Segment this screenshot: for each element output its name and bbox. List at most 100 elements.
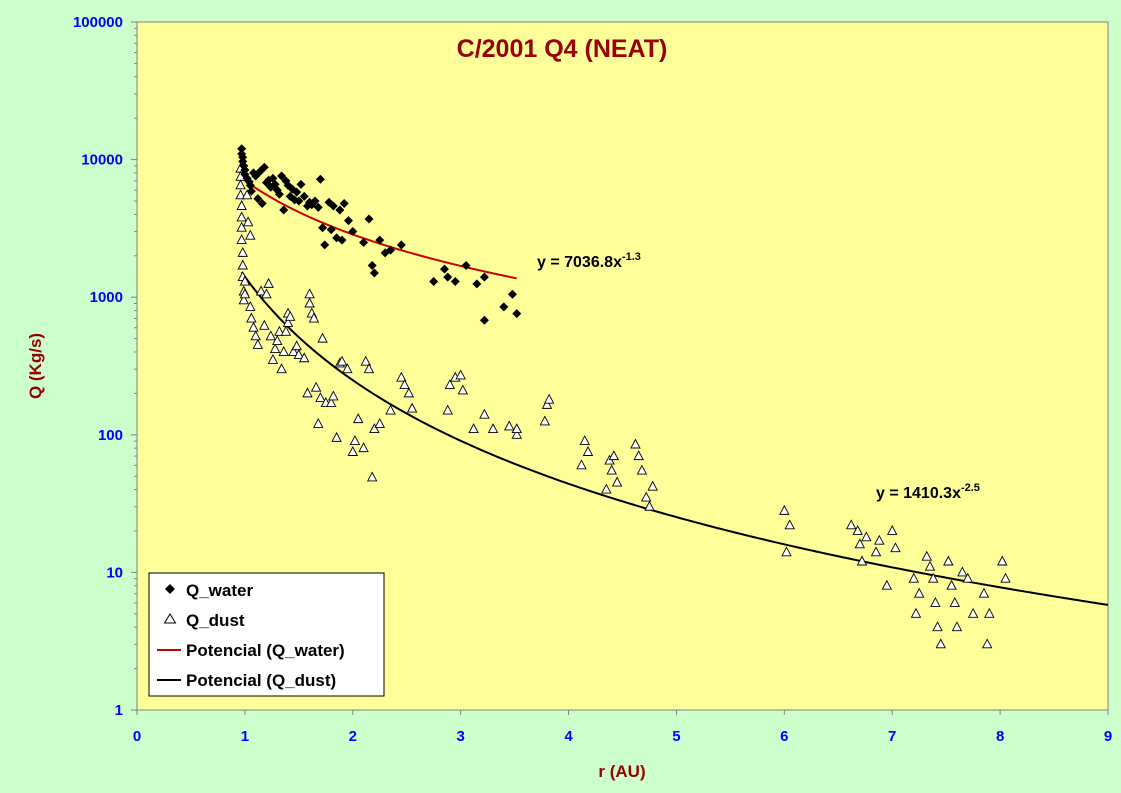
dust-point (317, 332, 328, 343)
water-point (315, 174, 325, 184)
water-fit-equation: y = 7036.8x-1.3 (537, 251, 641, 271)
dust-point (399, 379, 410, 389)
dust-point (298, 352, 310, 363)
dust-point (582, 446, 594, 456)
x-tick-label: 1 (241, 728, 249, 745)
dust-point (261, 288, 272, 299)
dust-point (978, 587, 990, 598)
dust-point (265, 330, 277, 341)
dust-point (369, 423, 380, 434)
water-point (364, 214, 374, 224)
dust-point (962, 572, 973, 583)
x-tick-label: 8 (996, 728, 1004, 745)
water-point (359, 237, 369, 247)
dust-point (252, 338, 264, 349)
water-point (320, 240, 330, 250)
dust-point (269, 343, 281, 353)
water-point (253, 194, 263, 204)
dust-point (396, 371, 407, 382)
dust-point (854, 538, 866, 549)
water-point (375, 235, 385, 245)
dust-point (487, 423, 499, 434)
dust-point (946, 579, 957, 590)
water-series (237, 144, 522, 325)
dust-point (852, 525, 863, 535)
dust-point (870, 546, 882, 557)
x-tick-label: 2 (349, 728, 357, 745)
water-point (472, 279, 482, 289)
water-point (369, 268, 379, 278)
dust-point (366, 471, 378, 482)
dust-point (325, 397, 337, 408)
dust-point (981, 638, 993, 649)
dust-point (927, 572, 939, 583)
water-point (386, 245, 396, 255)
dust-point (579, 435, 590, 446)
water-point (461, 260, 471, 270)
water-point (335, 205, 345, 215)
dust-point (845, 519, 857, 530)
water-point (296, 179, 306, 189)
dust-point (997, 555, 1008, 566)
water-point (294, 196, 304, 206)
dust-point (921, 550, 932, 561)
water-point (299, 191, 309, 201)
x-tick-label: 9 (1104, 728, 1112, 745)
dust-point (236, 234, 247, 245)
x-tick-label: 0 (133, 728, 141, 745)
water-point (279, 205, 289, 215)
dust-point (784, 519, 795, 530)
dust-point (640, 491, 652, 502)
dust-point (611, 476, 623, 487)
dust-point (293, 349, 305, 359)
dust-point (908, 572, 920, 583)
dust-point (246, 312, 257, 323)
dust-point (608, 450, 620, 461)
dust-point (647, 480, 658, 491)
water-fit-equation-exponent: -1.3 (622, 251, 641, 263)
dust-series (235, 162, 1011, 649)
dust-point (238, 294, 250, 305)
dust-point (241, 189, 253, 200)
legend: Q_water Q_dust Potencial (Q_water) Poten… (148, 572, 385, 697)
x-tick-label: 4 (564, 728, 573, 745)
dust-point (349, 435, 361, 446)
dust-point (541, 398, 553, 409)
legend-water-label: Q_water (186, 581, 253, 600)
water-point (328, 201, 338, 211)
dust-point (242, 216, 254, 227)
dust-point (601, 483, 612, 494)
dust-point (274, 325, 285, 336)
water-fit-equation-base: y = 7036.8x (537, 254, 622, 271)
water-point (245, 180, 255, 190)
dust-point (949, 596, 961, 607)
water-point (337, 235, 347, 245)
dust-point (360, 355, 371, 366)
y-tick-label: 1 (115, 702, 123, 719)
dust-point (406, 402, 418, 413)
dust-point (385, 404, 396, 415)
x-tick-label: 6 (780, 728, 788, 745)
dust-point (455, 369, 466, 380)
dust-point (576, 459, 587, 470)
x-tick-label: 5 (672, 728, 680, 745)
x-tick-label: 7 (888, 728, 896, 745)
dust-point (313, 417, 324, 428)
dust-point (331, 431, 342, 442)
dust-fit-equation-exponent: -2.5 (961, 482, 980, 494)
water-point (443, 272, 453, 282)
water-point (292, 187, 302, 197)
dust-point (278, 345, 289, 356)
legend-dust-label: Q_dust (186, 611, 245, 630)
dust-point (861, 531, 872, 542)
dust-point (935, 638, 947, 649)
dust-point (403, 387, 415, 398)
water-point (479, 315, 489, 325)
dust-point (856, 555, 868, 566)
dust-fit-equation: y = 1410.3x-2.5 (876, 482, 980, 502)
water-point (499, 302, 509, 312)
dust-point (315, 392, 326, 402)
dust-point (539, 415, 551, 426)
dust-point (235, 189, 246, 200)
dust-point (284, 310, 296, 321)
